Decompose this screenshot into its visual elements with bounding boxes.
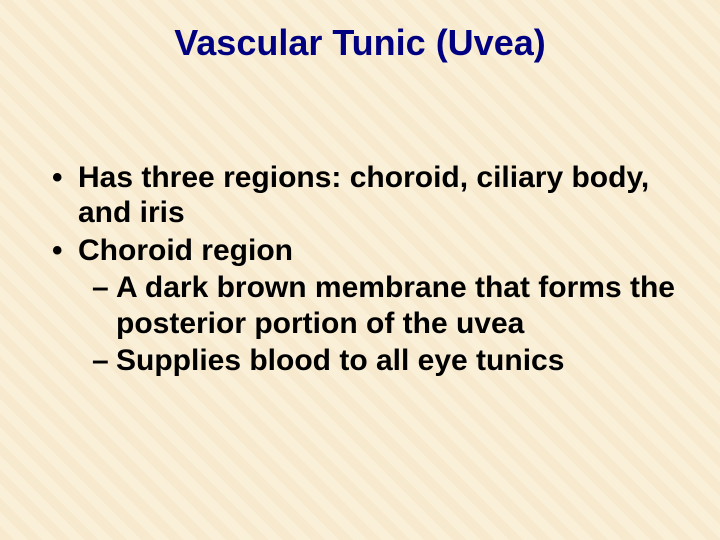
slide-title: Vascular Tunic (Uvea) <box>26 22 694 64</box>
list-item-text: Supplies blood to all eye tunics <box>116 344 564 377</box>
list-item: Has three regions: choroid, ciliary body… <box>78 160 694 231</box>
list-item-text: Choroid region <box>78 234 293 267</box>
list-item-text: A dark brown membrane that forms the pos… <box>116 271 675 339</box>
list-item: Supplies blood to all eye tunics <box>116 343 694 378</box>
bullet-list-level2: A dark brown membrane that forms the pos… <box>78 270 694 378</box>
list-item: Choroid region A dark brown membrane tha… <box>78 233 694 379</box>
bullet-list-level1: Has three regions: choroid, ciliary body… <box>26 160 694 378</box>
list-item-text: Has three regions: choroid, ciliary body… <box>78 161 649 229</box>
list-item: A dark brown membrane that forms the pos… <box>116 270 694 341</box>
